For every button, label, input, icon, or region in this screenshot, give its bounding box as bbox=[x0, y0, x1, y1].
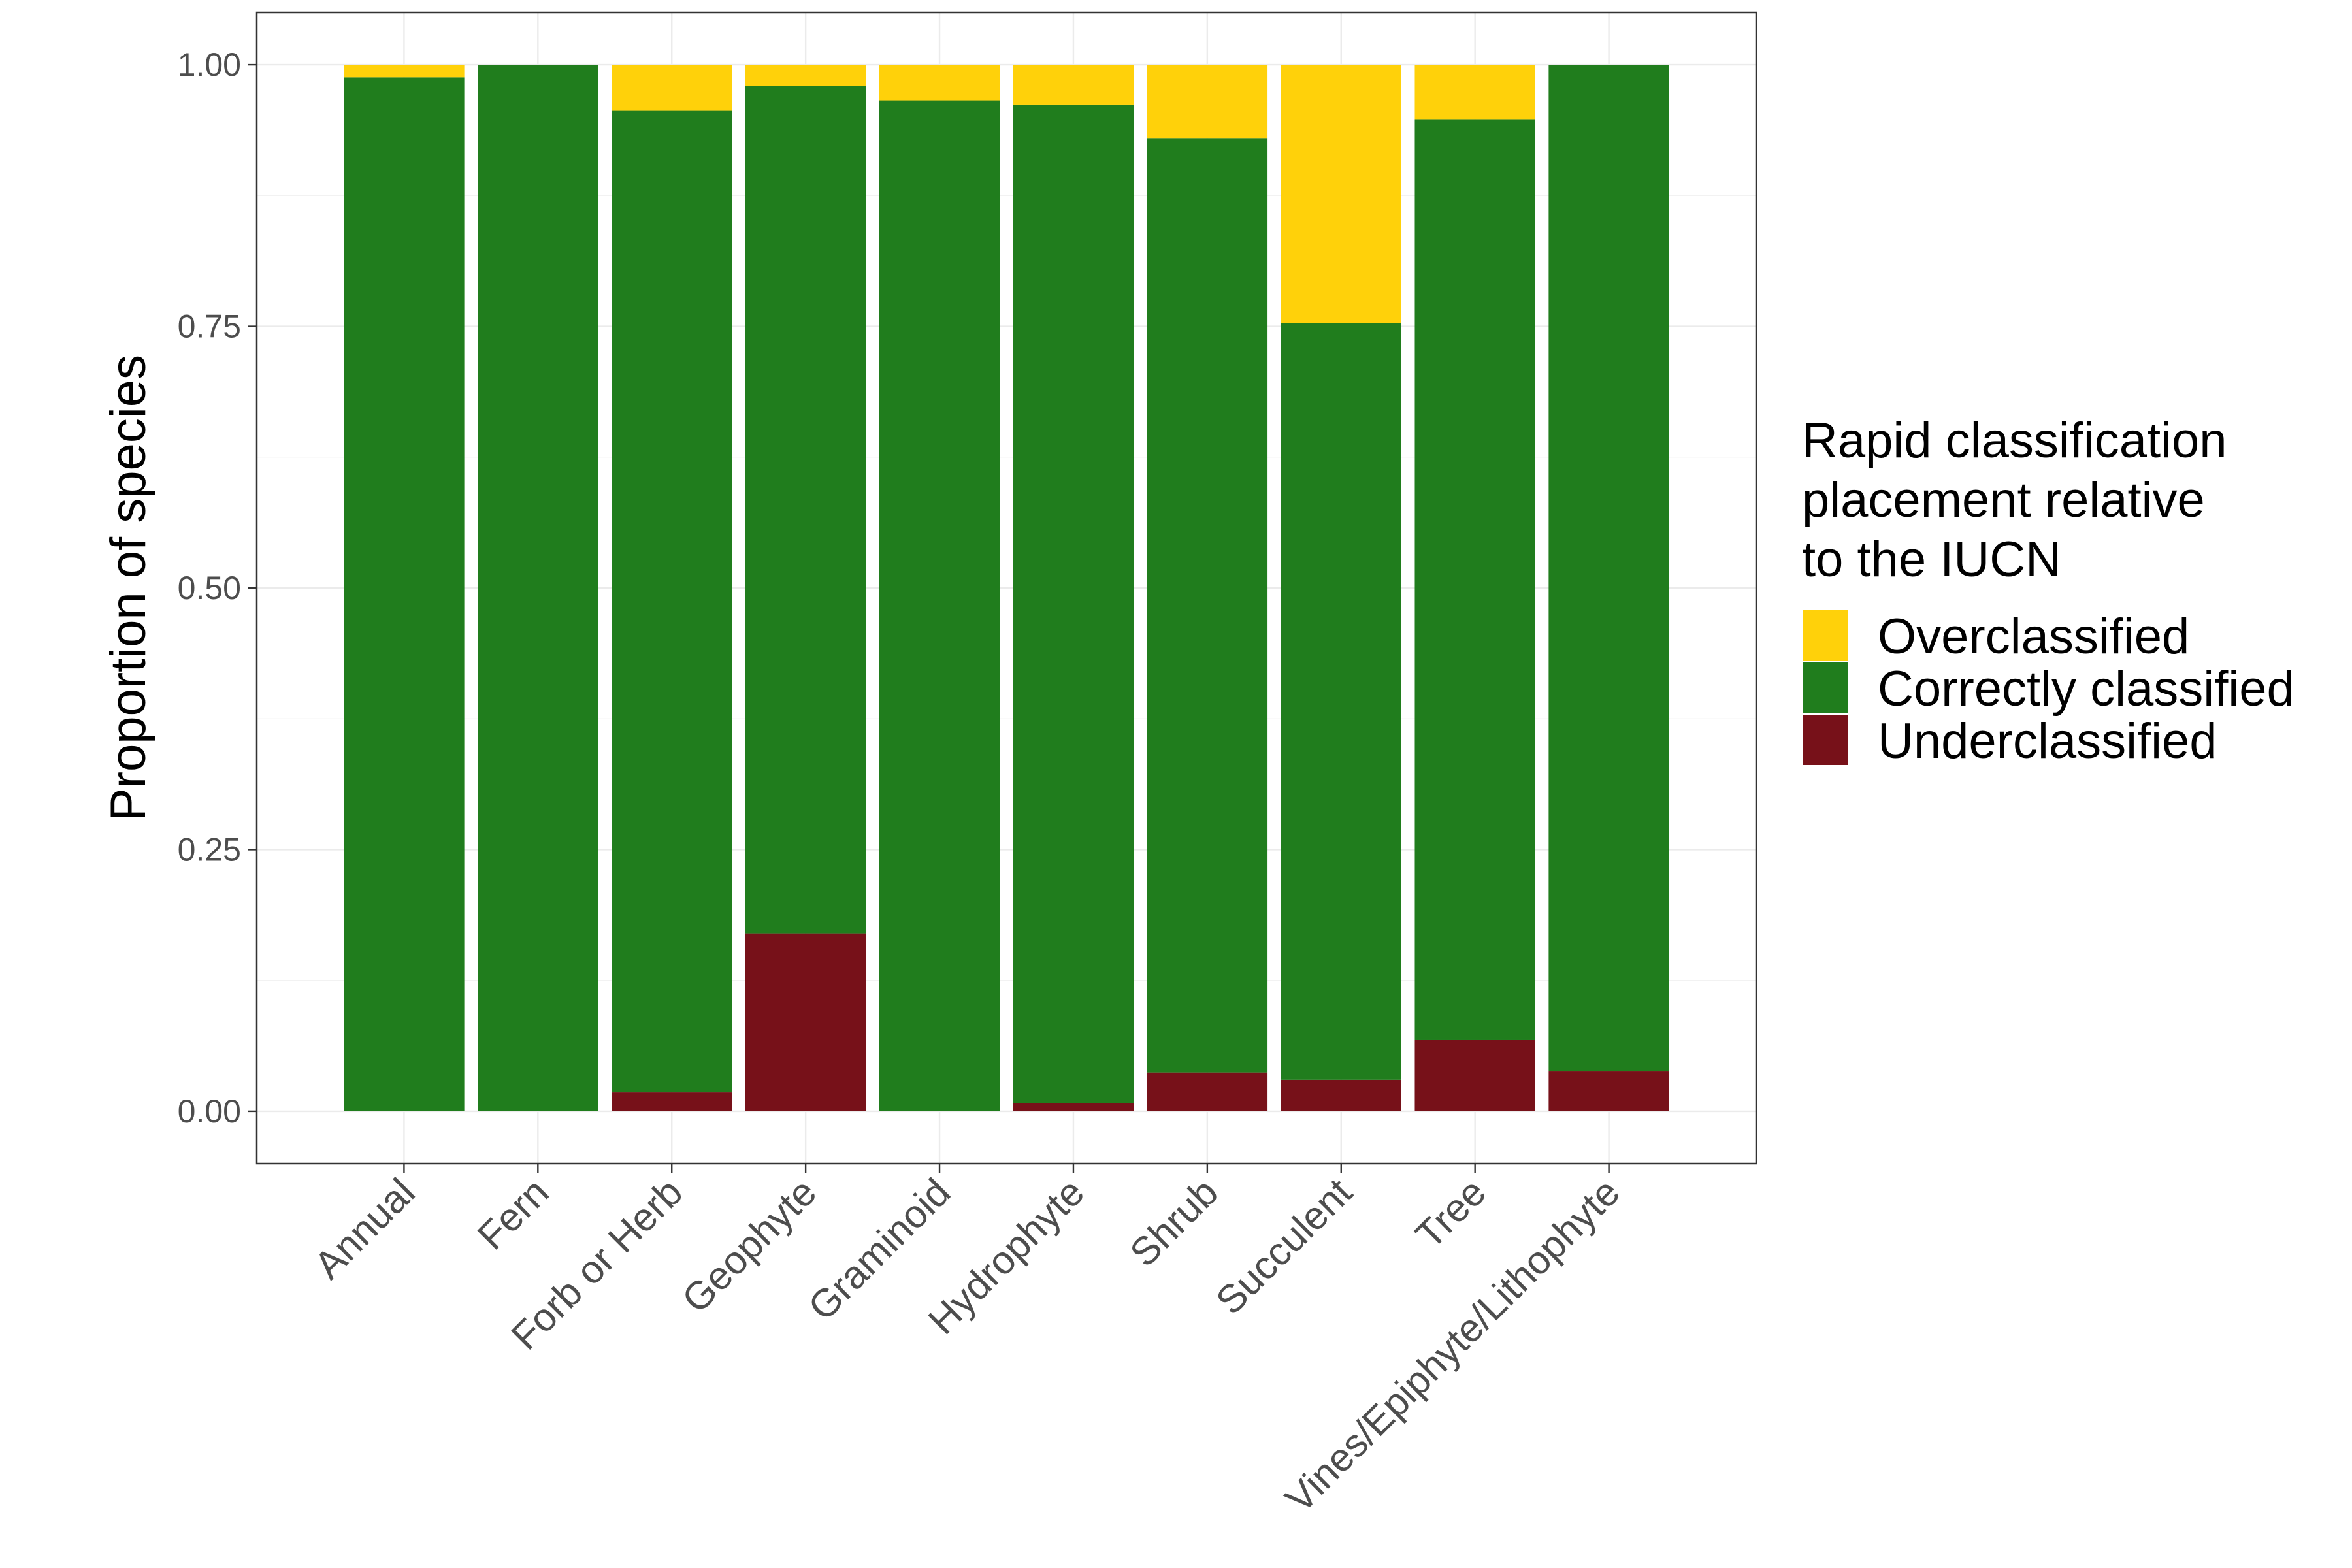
bar-segment bbox=[1013, 1103, 1134, 1111]
x-tick-label: Tree bbox=[1407, 1170, 1494, 1257]
bar-segment bbox=[1147, 1072, 1268, 1111]
bar-segment bbox=[1548, 1071, 1669, 1111]
bar-segment bbox=[478, 65, 598, 1111]
x-tick-label: Fern bbox=[469, 1170, 557, 1258]
legend-title-line: placement relative bbox=[1802, 472, 2205, 528]
bar-segment bbox=[1281, 65, 1401, 323]
legend-key-swatch bbox=[1803, 715, 1848, 765]
legend-item-label: Underclassified bbox=[1878, 713, 2217, 769]
y-tick-label: 0.25 bbox=[178, 831, 241, 868]
y-tick-label: 1.00 bbox=[178, 46, 241, 83]
x-tick-label: Annual bbox=[306, 1170, 423, 1287]
bar-segment bbox=[745, 86, 866, 934]
x-tick-label: Shrub bbox=[1121, 1170, 1226, 1275]
y-axis-title: Proportion of species bbox=[101, 355, 156, 821]
bar-segment bbox=[612, 110, 732, 1093]
y-axis: 0.00 0.25 0.50 0.75 1.00 bbox=[178, 46, 257, 1130]
bar-segment bbox=[612, 1092, 732, 1111]
legend-title-line: Rapid classification bbox=[1802, 413, 2227, 468]
bar-segment bbox=[1414, 119, 1535, 1040]
y-tick-label: 0.50 bbox=[178, 570, 241, 606]
bar-segment bbox=[745, 933, 866, 1111]
bar-segment bbox=[1414, 1039, 1535, 1111]
legend-item-label: Overclassified bbox=[1878, 609, 2189, 664]
legend-item-label: Correctly classified bbox=[1878, 661, 2295, 717]
bar-segment bbox=[344, 65, 465, 78]
y-tick-label: 0.00 bbox=[178, 1093, 241, 1130]
bar-segment bbox=[1147, 138, 1268, 1073]
bar-segment bbox=[1414, 65, 1535, 120]
y-tick-label: 0.75 bbox=[178, 308, 241, 345]
legend-key-swatch bbox=[1803, 610, 1848, 661]
bar-segment bbox=[879, 100, 1000, 1111]
bar-segment bbox=[1013, 104, 1134, 1103]
legend-title-line: to the IUCN bbox=[1802, 532, 2061, 587]
bar-segment bbox=[745, 65, 866, 86]
bars bbox=[344, 65, 1669, 1111]
bar-segment bbox=[1147, 65, 1268, 139]
legend-key-swatch bbox=[1803, 662, 1848, 713]
x-tick-label: Succulent bbox=[1207, 1170, 1360, 1323]
bar-segment bbox=[1548, 65, 1669, 1072]
bar-segment bbox=[344, 77, 465, 1111]
bar-segment bbox=[1281, 323, 1401, 1080]
bar-segment bbox=[879, 65, 1000, 101]
bar-segment bbox=[612, 65, 732, 111]
bar-segment bbox=[1281, 1079, 1401, 1111]
bar-segment bbox=[1013, 65, 1134, 105]
